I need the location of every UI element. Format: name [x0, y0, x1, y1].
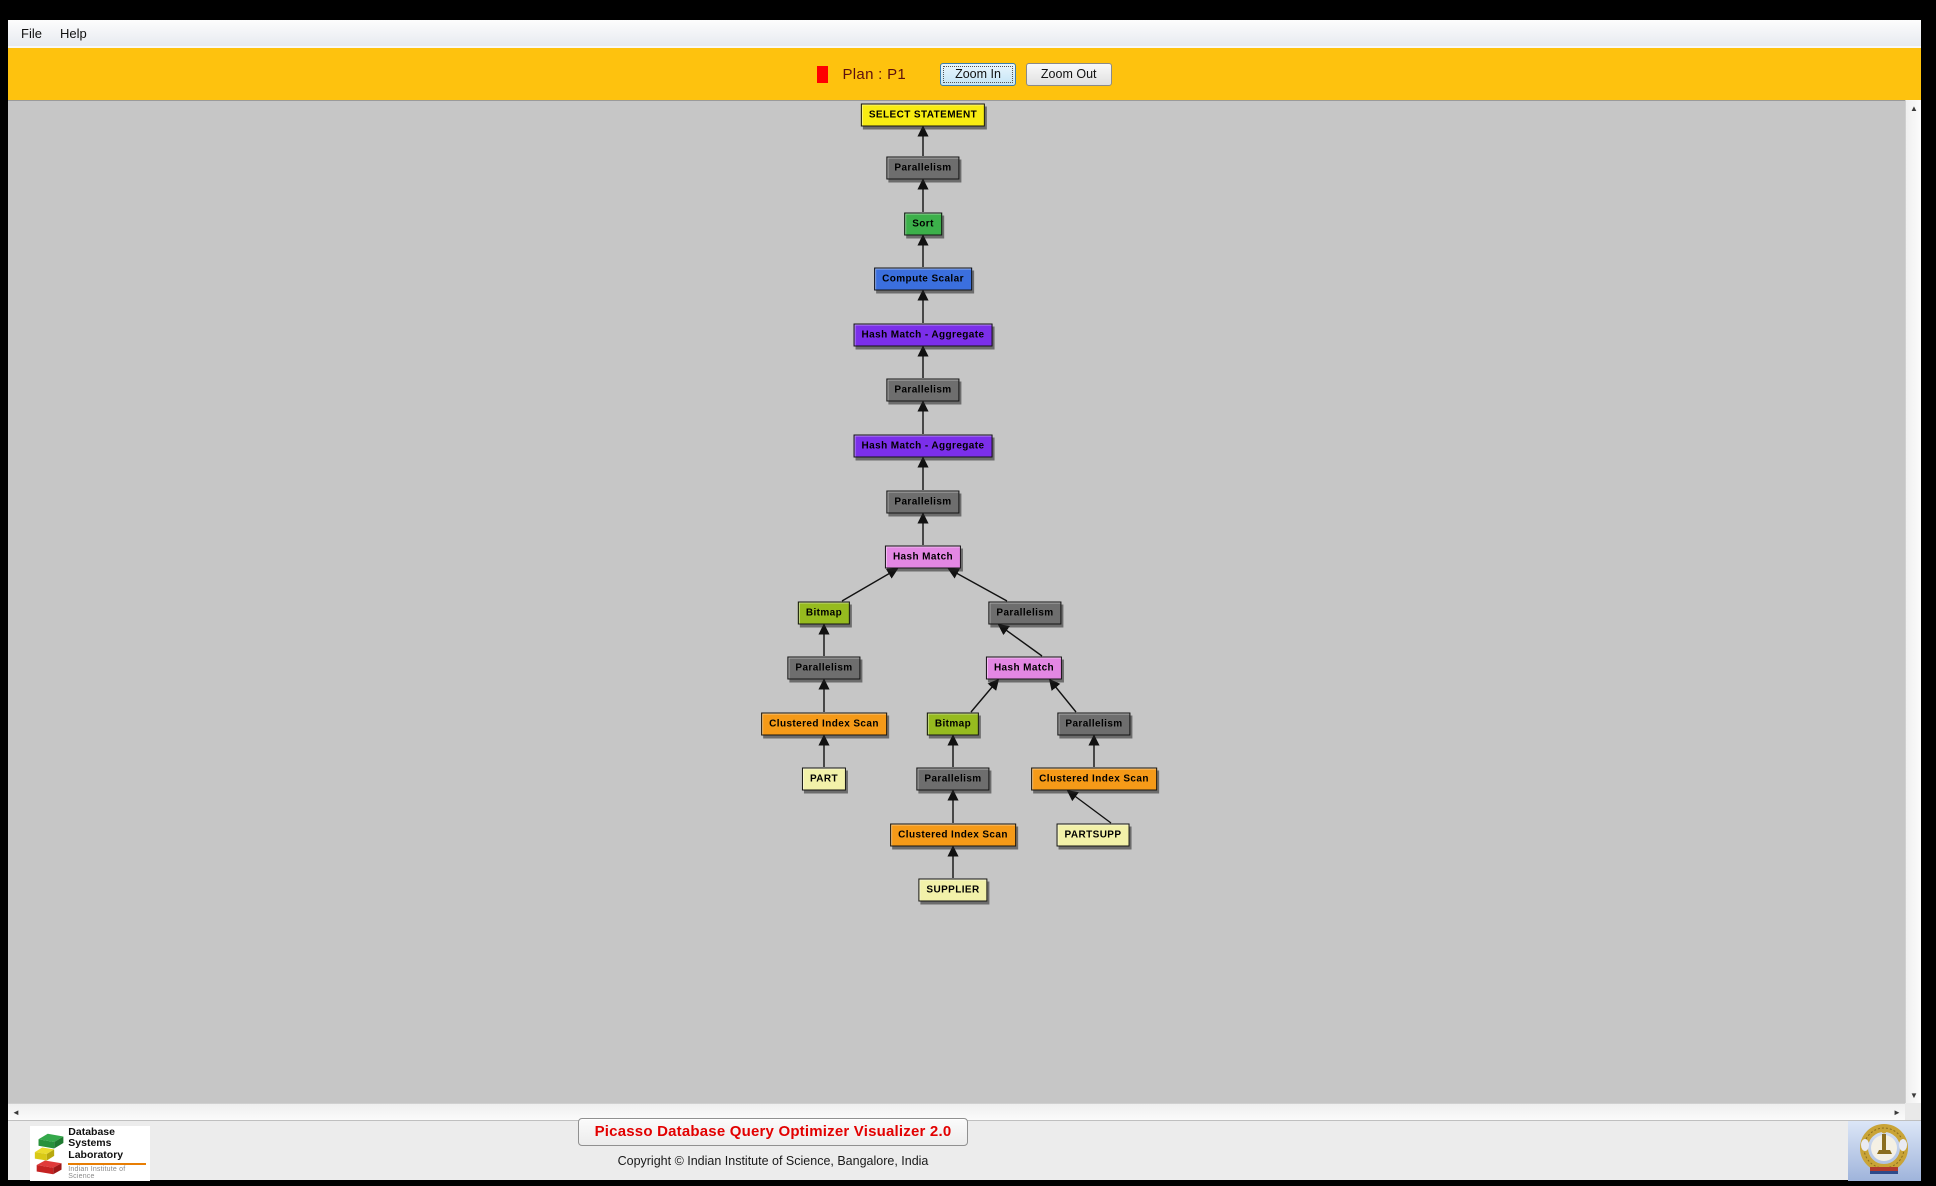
copyright-text: Copyright © Indian Institute of Science,… [617, 1154, 929, 1168]
plan-node-bitmap[interactable]: Bitmap [926, 712, 980, 736]
plan-node-clustered-index-scan[interactable]: Clustered Index Scan [890, 823, 1016, 847]
plan-node-parallelism[interactable]: Parallelism [886, 378, 960, 402]
plan-node-parallelism[interactable]: Parallelism [988, 601, 1062, 625]
iisc-seal-icon [1848, 1121, 1921, 1181]
dsl-line-1: Database [68, 1125, 115, 1138]
plan-color-swatch [817, 65, 829, 83]
app-title: Picasso Database Query Optimizer Visuali… [594, 1123, 952, 1140]
plan-node-sort[interactable]: Sort [904, 212, 942, 236]
scroll-up-icon[interactable]: ▲ [1910, 103, 1918, 113]
plan-node-clustered-index-scan[interactable]: Clustered Index Scan [1031, 767, 1157, 791]
plan-node-compute-scalar[interactable]: Compute Scalar [874, 267, 972, 291]
scrollbar-corner [1905, 1103, 1921, 1120]
plan-node-parallelism[interactable]: Parallelism [886, 156, 960, 180]
footer-center: Picasso Database Query Optimizer Visuali… [508, 1118, 1038, 1168]
dsl-divider [68, 1163, 147, 1166]
plan-node-hash-match-aggregate[interactable]: Hash Match - Aggregate [853, 434, 993, 458]
menu-help[interactable]: Help [59, 25, 87, 41]
footer-bar: Database Systems Laboratory Indian Insti… [8, 1118, 1921, 1181]
plan-edges [818, 125, 1112, 878]
zoom-in-button[interactable]: Zoom In [940, 62, 1016, 86]
plan-label: Plan : P1 [842, 65, 907, 83]
vertical-scrollbar[interactable]: ▲ ▼ [1905, 100, 1921, 1103]
plan-node-hash-match[interactable]: Hash Match [884, 545, 962, 569]
app-window: File Help Plan : P1 Zoom In Zoom Out SEL… [8, 20, 1921, 1181]
iisc-emblem [1848, 1121, 1921, 1181]
plan-node-parallelism[interactable]: Parallelism [1057, 712, 1131, 736]
scroll-down-icon[interactable]: ▼ [1910, 1090, 1918, 1100]
scroll-right-icon[interactable]: ► [1893, 1107, 1901, 1117]
plan-node-parallelism[interactable]: Parallelism [787, 656, 861, 680]
dsl-line-3: Laboratory [68, 1148, 124, 1161]
plan-node-bitmap[interactable]: Bitmap [797, 601, 851, 625]
plan-node-parallelism[interactable]: Parallelism [916, 767, 990, 791]
plan-node-part[interactable]: PART [801, 767, 847, 791]
plan-node-select-statement[interactable]: SELECT STATEMENT [860, 103, 986, 127]
plan-toolbar: Plan : P1 Zoom In Zoom Out [8, 48, 1921, 100]
plan-node-hash-match-aggregate[interactable]: Hash Match - Aggregate [853, 323, 993, 347]
zoom-out-button[interactable]: Zoom Out [1025, 62, 1112, 86]
app-title-box: Picasso Database Query Optimizer Visuali… [577, 1118, 969, 1146]
dsl-bricks-icon [34, 1133, 64, 1174]
plan-node-partsupp[interactable]: PARTSUPP [1056, 823, 1130, 847]
menu-file[interactable]: File [21, 25, 42, 41]
canvas-area: SELECT STATEMENT Parallelism Sort Compute S… [8, 100, 1921, 1120]
dsl-logo: Database Systems Laboratory Indian Insti… [30, 1126, 150, 1181]
plan-node-hash-match[interactable]: Hash Match [985, 656, 1063, 680]
dsl-logo-text: Database Systems Laboratory Indian Insti… [68, 1125, 147, 1181]
plan-node-clustered-index-scan[interactable]: Clustered Index Scan [761, 712, 887, 736]
plan-canvas: SELECT STATEMENT Parallelism Sort Compute S… [8, 100, 1905, 1103]
dsl-line-2: Systems [68, 1137, 112, 1150]
dsl-subtitle: Indian Institute of Science [68, 1166, 126, 1181]
plan-node-parallelism[interactable]: Parallelism [886, 490, 960, 514]
plan-node-supplier[interactable]: SUPPLIER [918, 878, 988, 902]
menu-bar: File Help [8, 20, 1921, 48]
horizontal-scrollbar[interactable]: ◄ ► [8, 1103, 1905, 1120]
scroll-left-icon[interactable]: ◄ [12, 1107, 20, 1117]
